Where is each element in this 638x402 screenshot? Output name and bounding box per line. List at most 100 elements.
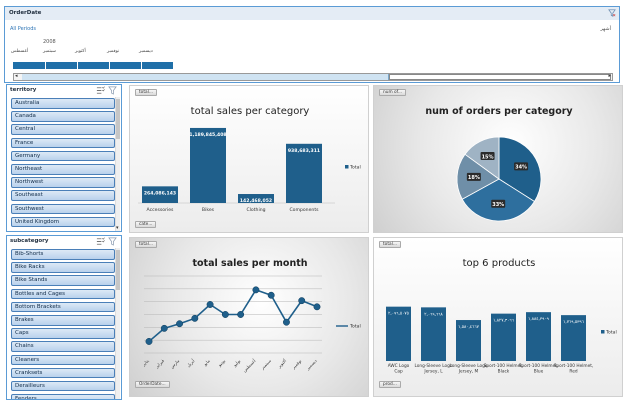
territory-slicer-item[interactable]: Northwest <box>11 177 115 188</box>
bar <box>491 313 516 361</box>
chart-plot: num of orders per category 34% 33% 18% 15% <box>425 106 573 222</box>
chart-title: total sales per category <box>191 106 310 117</box>
timeline-selection-bar[interactable] <box>13 62 173 69</box>
territory-slicer-item[interactable]: United Kingdom <box>11 216 115 228</box>
territory-slicer-item[interactable]: Central <box>11 124 115 135</box>
multi-select-icon[interactable] <box>96 237 105 246</box>
subcategory-slicer-item[interactable]: Bottles and Cages <box>11 288 115 300</box>
data-label: 15% <box>482 154 494 160</box>
subcategory-items: Bib-Shorts Bike Racks Bike Stands Bottles a… <box>11 249 115 399</box>
territory-slicer-item[interactable]: Southeast <box>11 190 115 201</box>
chart-title: total sales per month <box>192 258 307 269</box>
all-periods-label: All Periods <box>10 26 36 32</box>
value-field-button[interactable]: total... <box>135 89 157 96</box>
territory-scrollbar[interactable]: ▾ <box>115 97 120 231</box>
data-point <box>283 318 290 326</box>
territory-slicer-item[interactable]: Australia <box>11 98 115 109</box>
x-tick-label: Long-Sleeve Logo Jersey, M <box>449 363 487 375</box>
x-tick-label: Sport-100 Helmet, Blue <box>519 363 559 375</box>
legend-label: Total <box>349 165 361 171</box>
multi-select-icon[interactable] <box>96 86 105 95</box>
subcategory-slicer-item[interactable]: Brakes <box>11 314 115 326</box>
x-tick-label: يوليو <box>231 358 242 369</box>
data-label-box <box>491 199 506 208</box>
x-tick-label: يونيو <box>216 358 226 368</box>
time-level-dropdown[interactable]: أشهر <box>600 26 611 32</box>
data-label: ٢,٠٦٩,٦٦٨ <box>424 311 443 316</box>
scroll-left-icon[interactable]: ◂ <box>15 73 18 79</box>
x-tick-label: أكتوبر <box>275 357 287 369</box>
x-tick-label: Sport-100 Helmet, Red <box>554 363 594 375</box>
territory-slicer-item[interactable]: Canada <box>11 111 115 122</box>
timeline-scrollbar[interactable]: ◂ ▸ <box>13 73 613 81</box>
territory-slicer-item[interactable]: Northeast <box>11 163 115 175</box>
axis-field-button[interactable]: prod... <box>379 381 401 388</box>
x-tick-label: Accessories <box>147 207 175 213</box>
data-label: 264,086,143 <box>144 190 176 196</box>
legend-swatch <box>345 165 349 169</box>
bar <box>561 315 586 361</box>
x-tick-label: أغسطس <box>241 357 256 372</box>
chart-title: top 6 products <box>463 258 536 269</box>
data-point <box>160 324 168 332</box>
timeline-scroll-thumb[interactable] <box>389 74 611 80</box>
bar <box>238 194 274 203</box>
subcategory-slicer-item[interactable]: Bottom Brackets <box>11 301 115 313</box>
territory-slicer[interactable]: territory Australia Canada Central France Ge… <box>6 84 122 232</box>
territory-slicer-item[interactable]: Southwest <box>11 203 115 215</box>
timeline-divider <box>45 62 46 69</box>
timeline-title: OrderDate <box>9 10 42 16</box>
data-point <box>298 297 306 305</box>
x-tick-label: Sport-100 Helmet, Black <box>484 363 524 375</box>
territory-items: Australia Canada Central France Germany North… <box>11 98 115 230</box>
bar <box>286 143 322 203</box>
data-label-box <box>480 152 495 161</box>
subcategory-slicer-item[interactable]: Chains <box>11 341 115 352</box>
timeline-year: 2008 <box>43 39 56 45</box>
clear-filter-icon[interactable] <box>108 86 117 95</box>
orderdate-timeline[interactable]: OrderDate All Periods أشهر 2008 أغسطس سب… <box>4 6 620 83</box>
subcategory-slicer-item[interactable]: Cleaners <box>11 354 115 366</box>
value-field-button[interactable]: num of... <box>379 89 406 96</box>
data-label-box <box>514 162 529 171</box>
scroll-thumb[interactable] <box>116 250 120 290</box>
territory-slicer-item[interactable]: France <box>11 137 115 149</box>
chart-plot: total sales per month يناير فبراير مارس أبري… <box>140 258 361 373</box>
x-tick-label: Bikes <box>202 207 215 213</box>
clear-filter-icon[interactable] <box>108 237 117 246</box>
sales-per-category-chart: total... total sales per category 264,086… <box>129 85 369 233</box>
data-point <box>145 338 153 345</box>
value-field-button[interactable]: total... <box>379 241 401 248</box>
subcategory-slicer-item[interactable]: Derailleurs <box>11 380 115 392</box>
subcategory-slicer[interactable]: subcategory Bib-Shorts Bike Racks Bike Sta… <box>6 235 122 400</box>
subcategory-slicer-item[interactable]: Bike Stands <box>11 275 115 286</box>
subcategory-scrollbar[interactable] <box>115 248 120 399</box>
value-field-button[interactable]: total... <box>135 241 157 248</box>
subcategory-slicer-item[interactable]: Fenders <box>11 394 115 399</box>
clear-filter-icon[interactable] <box>608 9 616 17</box>
timeline-divider <box>141 62 142 69</box>
subcategory-slicer-item[interactable]: Caps <box>11 328 115 339</box>
data-point <box>267 291 275 299</box>
subcategory-slicer-item[interactable]: Bike Racks <box>11 262 115 273</box>
timeline-month: سبتمبر <box>43 49 56 54</box>
data-point <box>237 311 245 318</box>
scroll-thumb[interactable] <box>116 99 120 139</box>
axis-field-button[interactable]: OrderDate... <box>135 381 170 388</box>
timeline-month: أغسطس <box>11 49 29 54</box>
data-label: 1,189,845,408 <box>189 132 226 138</box>
data-label: 142,468,052 <box>240 198 272 204</box>
subcategory-slicer-item[interactable]: Bib-Shorts <box>11 249 115 260</box>
territory-slicer-item[interactable]: Germany <box>11 150 115 162</box>
legend-label: Total <box>349 324 361 330</box>
subcategory-slicer-item[interactable]: Cranksets <box>11 367 115 379</box>
chart-plot: total sales per category 264,086,143 Acces… <box>138 106 361 213</box>
scroll-right-icon[interactable]: ▸ <box>608 73 611 79</box>
data-label: ١,٥٨٠,٤٦٦٧ <box>458 324 479 329</box>
data-point <box>221 311 229 318</box>
scroll-down-icon[interactable]: ▾ <box>116 225 119 231</box>
axis-field-button[interactable]: cate... <box>135 221 157 228</box>
bar <box>421 307 446 361</box>
data-label: ١,٧٦٩,٥٣٩٦ <box>563 319 584 324</box>
